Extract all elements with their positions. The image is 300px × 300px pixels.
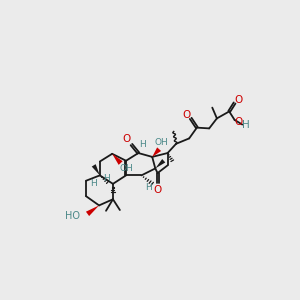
Text: HO: HO [64, 211, 80, 221]
Polygon shape [112, 154, 123, 165]
Text: OH: OH [120, 164, 134, 173]
Text: OH: OH [154, 138, 168, 147]
Text: O: O [234, 95, 243, 105]
Polygon shape [92, 164, 100, 176]
Text: O: O [123, 134, 131, 144]
Polygon shape [155, 159, 165, 168]
Text: H: H [90, 178, 97, 188]
Text: H: H [139, 140, 146, 149]
Text: O: O [154, 185, 162, 195]
Polygon shape [152, 147, 161, 157]
Text: O: O [183, 110, 191, 119]
Text: H: H [242, 119, 250, 130]
Text: H: H [145, 183, 152, 192]
Text: H: H [103, 174, 110, 183]
Text: O: O [234, 117, 243, 127]
Polygon shape [86, 206, 99, 216]
